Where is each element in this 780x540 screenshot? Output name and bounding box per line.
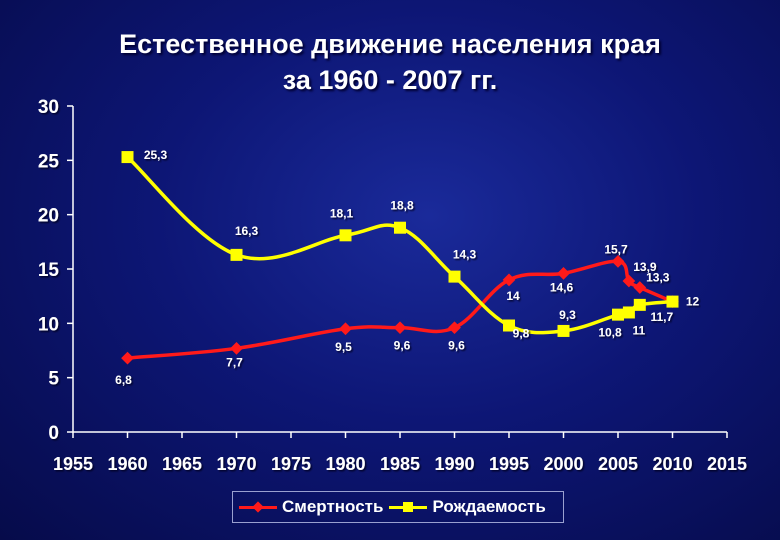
data-label-mortality: 9,5 <box>335 340 352 354</box>
data-point-mortality <box>230 341 243 355</box>
data-labels: 6,8 7,7 9,5 9,6 9,6 14 14,6 15,7 13,913,3 12 25,3 1… <box>115 148 699 387</box>
data-point-mortality <box>121 351 134 365</box>
data-label-birth: 11,7 <box>650 310 673 324</box>
chart-title-line2: за 1960 - 2007 гг. <box>282 65 498 95</box>
axes: 0 5 10 15 20 25 30 1955 1960 1965 1970 1975 1980 1985… <box>38 97 747 474</box>
data-point-mortality <box>557 266 570 280</box>
legend-line-mortality <box>239 500 277 513</box>
data-point-birth <box>612 308 624 321</box>
data-point-mortality <box>448 321 461 335</box>
legend-marker-square <box>403 501 414 512</box>
legend: Смертность Рождаемость <box>232 491 564 523</box>
data-point-mortality <box>633 281 647 294</box>
data-label-mortality: 12 <box>686 295 700 309</box>
x-tick-label: 1985 <box>380 454 420 474</box>
x-tick-label: 1975 <box>271 454 311 474</box>
data-point-mortality <box>611 255 625 268</box>
chart-title-line1: Естественное движение населения края <box>119 29 661 59</box>
y-tick-label: 30 <box>38 97 59 118</box>
legend-marker-diamond <box>252 500 264 513</box>
legend-item-mortality: Смертность <box>239 497 383 517</box>
data-label-mortality: 13,3 <box>646 270 670 284</box>
y-tick-label: 20 <box>38 206 59 227</box>
x-tick-label: 1990 <box>434 454 474 474</box>
data-label-mortality: 7,7 <box>226 355 243 369</box>
x-tick-label: 2015 <box>707 454 747 474</box>
data-label-mortality: 9,6 <box>394 339 411 353</box>
x-tick-label: 1955 <box>53 454 93 474</box>
y-tick-label: 0 <box>48 423 59 444</box>
data-point-birth <box>557 324 570 337</box>
data-point-mortality <box>393 321 407 335</box>
chart-title: Естественное движение населения края за … <box>60 26 720 98</box>
legend-line-birth <box>389 501 428 512</box>
data-point-birth <box>448 270 461 283</box>
x-tick-label: 2005 <box>598 454 638 474</box>
data-label-birth: 18,8 <box>390 199 414 213</box>
data-point-birth <box>121 151 134 164</box>
x-tick-label: 1970 <box>216 454 256 474</box>
data-point-birth <box>394 221 406 234</box>
data-point-mortality <box>339 322 352 336</box>
data-label-birth: 16,3 <box>235 224 259 238</box>
data-label-birth: 11 <box>633 323 646 337</box>
data-label-birth: 25,3 <box>144 148 168 162</box>
data-point-birth <box>622 306 635 319</box>
y-tick-label: 25 <box>38 151 60 172</box>
data-label-birth: 9,3 <box>559 308 576 322</box>
data-point-birth <box>503 319 515 332</box>
legend-item-birth: Рождаемость <box>389 497 546 517</box>
data-label-birth: 9,8 <box>513 327 530 341</box>
data-label-birth: 10,8 <box>598 326 622 340</box>
y-tick-label: 10 <box>38 314 59 335</box>
data-label-mortality: 6,8 <box>115 373 132 387</box>
x-tick-label: 2010 <box>652 454 692 474</box>
x-tick-label: 1995 <box>489 454 529 474</box>
data-point-birth <box>666 295 679 308</box>
data-point-birth <box>230 248 243 261</box>
x-tick-label: 1980 <box>325 454 365 474</box>
data-label-mortality: 14 <box>506 289 520 303</box>
data-label-mortality: 15,7 <box>604 242 628 256</box>
data-label-mortality: 14,6 <box>550 280 574 294</box>
legend-label-mortality: Смертность <box>282 497 384 516</box>
series-layer <box>121 151 679 365</box>
x-tick-label: 2000 <box>543 454 583 474</box>
data-label-birth: 14,3 <box>453 248 477 262</box>
y-tick-label: 15 <box>38 260 60 281</box>
y-tick-label: 5 <box>48 369 59 390</box>
data-label-mortality: 13,9 <box>633 260 657 274</box>
data-point-birth <box>339 229 352 242</box>
data-point-birth <box>633 298 646 311</box>
legend-label-birth: Рождаемость <box>432 497 546 516</box>
data-label-mortality: 9,6 <box>448 339 465 353</box>
x-tick-label: 1965 <box>162 454 202 474</box>
series-line-birth <box>126 155 673 335</box>
x-tick-label: 1960 <box>107 454 147 474</box>
data-label-birth: 18,1 <box>330 206 354 220</box>
